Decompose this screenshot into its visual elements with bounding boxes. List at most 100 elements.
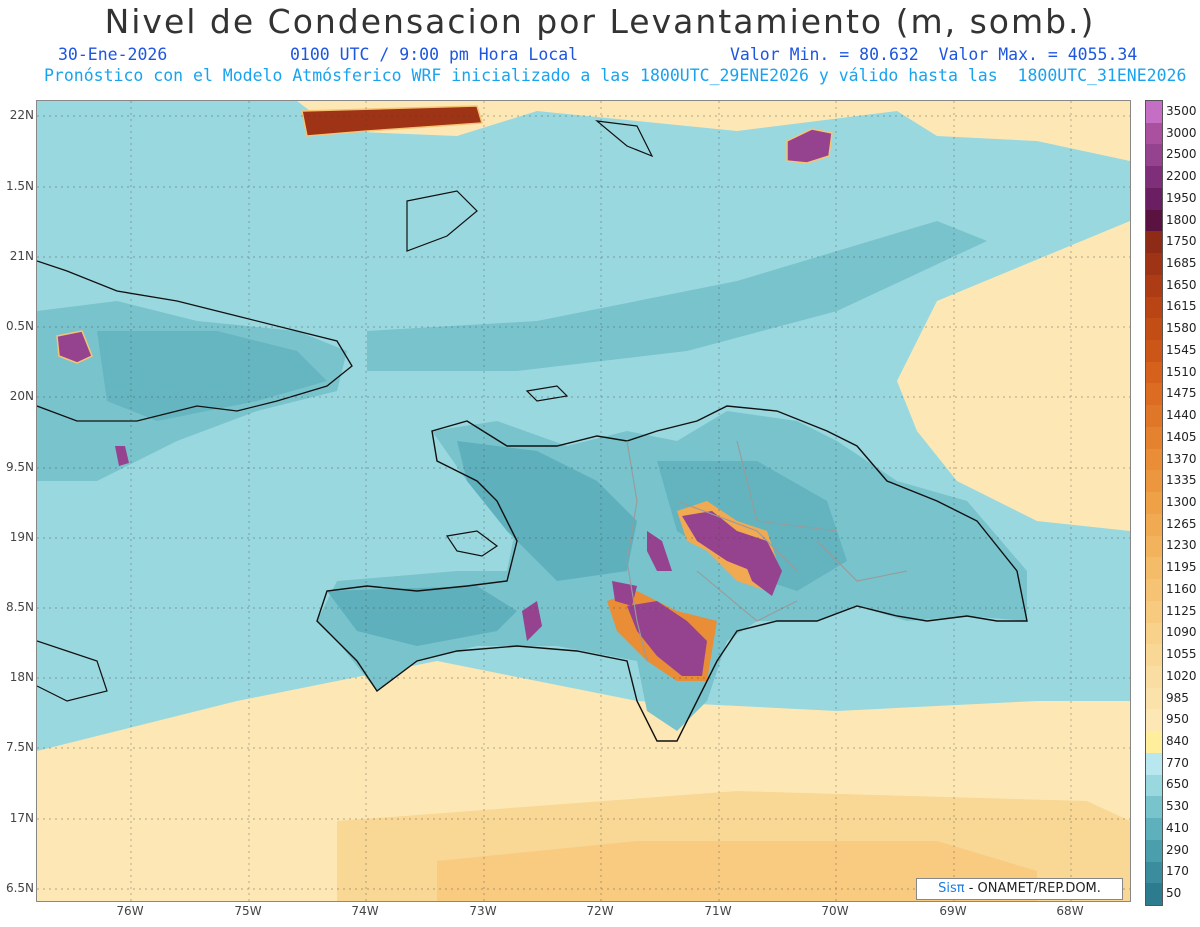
legend-color-box: [1146, 687, 1162, 710]
lat-label: 0.5N: [5, 319, 34, 333]
legend-label: 840: [1166, 734, 1189, 749]
sis-logo-text: Sisπ: [938, 881, 965, 896]
legend-label: 1800: [1166, 212, 1197, 227]
legend-label: 1545: [1166, 342, 1197, 357]
legend-color-box: [1146, 274, 1162, 298]
legend-color-box: [1146, 752, 1162, 776]
legend-color-box: [1146, 340, 1162, 363]
legend-color-box: [1146, 796, 1162, 819]
lat-label: 21N: [9, 249, 34, 263]
legend-color-box: [1146, 579, 1162, 602]
lon-label: 69W: [939, 904, 967, 918]
legend-label: 1090: [1166, 625, 1197, 640]
legend-color-box: [1146, 709, 1162, 732]
legend-label: 1750: [1166, 234, 1197, 249]
legend-color-box: [1146, 513, 1162, 537]
legend-color-box: [1146, 470, 1162, 493]
lon-label: 71W: [704, 904, 732, 918]
legend-color-box: [1146, 101, 1162, 124]
legend-color-box: [1146, 622, 1162, 645]
legend-label: 410: [1166, 820, 1189, 835]
legend-color-box: [1146, 883, 1162, 906]
map-title: Nivel de Condensacion por Levantamiento …: [104, 2, 1096, 41]
legend-color-box: [1146, 665, 1162, 689]
legend-label: 1950: [1166, 190, 1197, 205]
lat-label: 8.5N: [5, 600, 34, 614]
forecast-time: 0100 UTC / 9:00 pm Hora Local: [290, 45, 579, 64]
legend-label: 1125: [1166, 603, 1197, 618]
lon-label: 75W: [234, 904, 262, 918]
legend-color-box: [1146, 839, 1162, 863]
legend-label: 1055: [1166, 647, 1197, 662]
legend-label: 1475: [1166, 386, 1197, 401]
legend-label: 3500: [1166, 103, 1197, 118]
legend-color-box: [1146, 166, 1162, 189]
legend-label: 290: [1166, 842, 1189, 857]
lon-label: 76W: [116, 904, 144, 918]
legend-label: 3000: [1166, 125, 1197, 140]
legend-label: 1370: [1166, 451, 1197, 466]
legend-color-box: [1146, 774, 1162, 797]
legend-label: 1020: [1166, 668, 1197, 683]
model-info: Pronóstico con el Modelo Atmósferico WRF…: [44, 66, 1187, 85]
lat-label: 9.5N: [5, 460, 34, 474]
legend-color-box: [1146, 383, 1162, 406]
legend-color-box: [1146, 644, 1162, 667]
legend-color-box: [1146, 448, 1162, 471]
legend-color-box: [1146, 426, 1162, 450]
legend-label: 1195: [1166, 560, 1197, 575]
legend-label: 1580: [1166, 321, 1197, 336]
legend-color-box: [1146, 405, 1162, 428]
legend-label: 1650: [1166, 277, 1197, 292]
legend-label: 1440: [1166, 408, 1197, 423]
lon-label: 68W: [1056, 904, 1084, 918]
legend-color-box: [1146, 600, 1162, 623]
legend-label: 1615: [1166, 299, 1197, 314]
lat-label: 1.5N: [5, 179, 34, 193]
legend-color-box: [1146, 144, 1162, 167]
legend-color-box: [1146, 535, 1162, 558]
lat-label: 6.5N: [5, 881, 34, 895]
lon-label: 72W: [586, 904, 614, 918]
lat-label: 19N: [9, 530, 34, 544]
legend-color-box: [1146, 361, 1162, 384]
legend-color-box: [1146, 253, 1162, 276]
legend-color-box: [1146, 557, 1162, 580]
legend-label: 50: [1166, 886, 1182, 901]
legend-label: 2500: [1166, 147, 1197, 162]
lat-label: 22N: [9, 108, 34, 122]
lat-label: 18N: [9, 670, 34, 684]
lon-label: 74W: [351, 904, 379, 918]
legend-label: 950: [1166, 712, 1189, 727]
lon-label: 70W: [821, 904, 849, 918]
legend-color-box: [1146, 209, 1162, 232]
legend-label: 1510: [1166, 364, 1197, 379]
legend-label: 650: [1166, 777, 1189, 792]
legend-color-box: [1146, 861, 1162, 884]
credit-box: Sisπ - ONAMET/REP.DOM.: [916, 878, 1123, 900]
legend-label: 1335: [1166, 473, 1197, 488]
lon-label: 73W: [469, 904, 497, 918]
color-legend: [1145, 100, 1163, 906]
legend-label: 1160: [1166, 581, 1197, 596]
legend-label: 530: [1166, 799, 1189, 814]
legend-color-box: [1146, 492, 1162, 515]
legend-label: 170: [1166, 864, 1189, 879]
legend-color-box: [1146, 818, 1162, 841]
forecast-map: [36, 100, 1131, 902]
credit-org: - ONAMET/REP.DOM.: [964, 881, 1101, 896]
legend-label: 1230: [1166, 538, 1197, 553]
legend-label: 770: [1166, 755, 1189, 770]
lat-label: 20N: [9, 389, 34, 403]
lat-label: 7.5N: [5, 740, 34, 754]
legend-label: 1300: [1166, 495, 1197, 509]
legend-color-box: [1146, 318, 1162, 341]
legend-color-box: [1146, 122, 1162, 145]
legend-label: 2200: [1166, 169, 1197, 184]
legend-color-box: [1146, 296, 1162, 319]
lat-label: 17N: [9, 811, 34, 825]
legend-label: 1685: [1166, 255, 1197, 270]
legend-color-box: [1146, 231, 1162, 254]
legend-label: 985: [1166, 690, 1189, 705]
legend-label: 1265: [1166, 516, 1197, 531]
